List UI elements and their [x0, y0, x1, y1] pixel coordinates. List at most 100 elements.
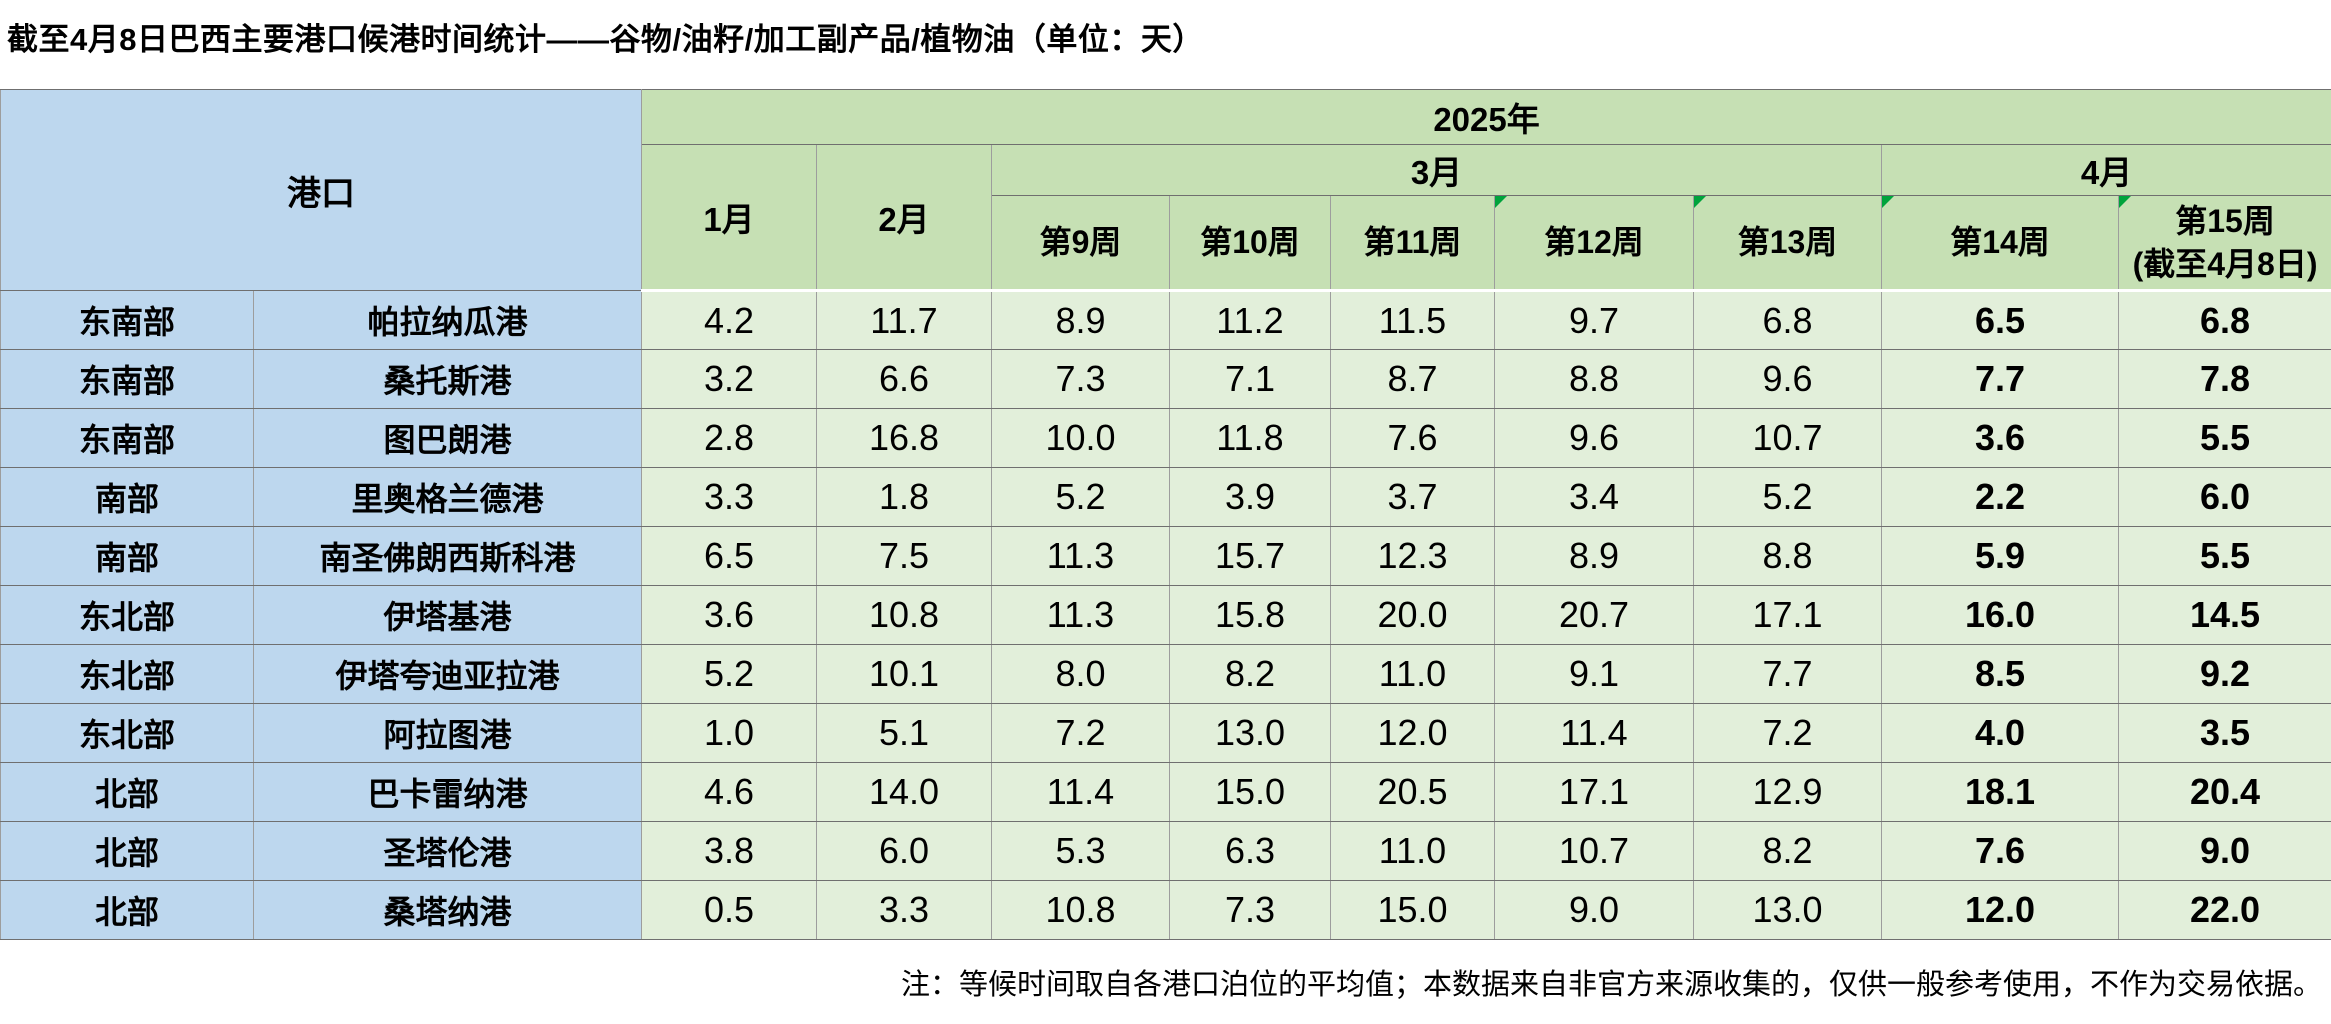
table-row: 东南部 桑托斯港 3.2 6.6 7.3 7.1 8.7 8.8 9.6 7.7 7.8: [0, 349, 2331, 409]
value-cell: 20.7: [1494, 585, 1694, 645]
value-cell: 12.0: [1881, 880, 2119, 940]
value-cell: 5.2: [991, 467, 1170, 527]
table-row: 东北部 伊塔基港 3.6 10.8 11.3 15.8 20.0 20.7 17.1 16.0 14…: [0, 585, 2331, 645]
region-cell: 南部: [0, 526, 254, 586]
region-cell: 北部: [0, 880, 254, 940]
value-cell: 3.4: [1494, 467, 1694, 527]
value-cell: 5.9: [1881, 526, 2119, 586]
header-week-9: 第9周: [991, 195, 1170, 292]
value-cell: 11.4: [991, 762, 1170, 822]
region-cell: 北部: [0, 762, 254, 822]
header-week-11: 第11周: [1330, 195, 1495, 292]
value-cell: 16.8: [816, 408, 992, 468]
value-cell: 6.8: [2117, 290, 2331, 350]
value-cell: 4.6: [641, 762, 817, 822]
table-row: 北部 圣塔伦港 3.8 6.0 5.3 6.3 11.0 10.7 8.2 7.6 9.0: [0, 821, 2331, 881]
value-cell: 15.0: [1330, 880, 1495, 940]
value-cell: 7.6: [1881, 821, 2119, 881]
week-header-label: 第14周: [1950, 224, 2050, 261]
value-cell: 9.6: [1494, 408, 1694, 468]
week-header-label: 第12周: [1544, 224, 1644, 261]
value-cell: 7.6: [1330, 408, 1495, 468]
table-row: 北部 巴卡雷纳港 4.6 14.0 11.4 15.0 20.5 17.1 12.9 18.1 20…: [0, 762, 2331, 822]
table-row: 东北部 阿拉图港 1.0 5.1 7.2 13.0 12.0 11.4 7.2 4.0 3.5: [0, 703, 2331, 763]
header-week-10: 第10周: [1169, 195, 1331, 292]
header-week-15: 第15周 (截至4月8日): [2117, 195, 2331, 292]
header-week-12: 第12周: [1494, 195, 1694, 292]
region-cell: 北部: [0, 821, 254, 881]
region-cell: 东南部: [0, 408, 254, 468]
value-cell: 7.2: [1693, 703, 1882, 763]
table-row: 北部 桑塔纳港 0.5 3.3 10.8 7.3 15.0 9.0 13.0 12.0 22.0: [0, 880, 2331, 940]
value-cell: 10.8: [991, 880, 1170, 940]
week-header-label: 第11周: [1363, 224, 1462, 261]
value-cell: 2.2: [1881, 467, 2119, 527]
value-cell: 8.9: [991, 290, 1170, 350]
value-cell: 0.5: [641, 880, 817, 940]
value-cell: 6.5: [641, 526, 817, 586]
value-cell: 3.6: [1881, 408, 2119, 468]
header-month-jan: 1月: [641, 144, 817, 292]
week-header-label: 第15周 (截至4月8日): [2132, 203, 2318, 282]
value-cell: 6.8: [1693, 290, 1882, 350]
footnote: 注：等候时间取自各港口泊位的平均值；本数据来自非官方来源收集的，仅供一般参考使用…: [900, 969, 2322, 1001]
value-cell: 5.2: [641, 644, 817, 704]
value-cell: 14.5: [2117, 585, 2331, 645]
value-cell: 4.0: [1881, 703, 2119, 763]
value-cell: 8.9: [1494, 526, 1694, 586]
value-cell: 3.7: [1330, 467, 1495, 527]
port-name-cell: 伊塔基港: [253, 585, 642, 645]
port-name-cell: 桑托斯港: [253, 349, 642, 409]
port-name-cell: 阿拉图港: [253, 703, 642, 763]
green-corner-flag-icon: [2119, 196, 2131, 208]
port-name-cell: 桑塔纳港: [253, 880, 642, 940]
region-cell: 东北部: [0, 644, 254, 704]
value-cell: 2.8: [641, 408, 817, 468]
value-cell: 7.3: [991, 349, 1170, 409]
value-cell: 6.5: [1881, 290, 2119, 350]
table-row: 东南部 图巴朗港 2.8 16.8 10.0 11.8 7.6 9.6 10.7 3.6 5.5: [0, 408, 2331, 468]
value-cell: 8.7: [1330, 349, 1495, 409]
value-cell: 5.2: [1693, 467, 1882, 527]
region-cell: 东南部: [0, 290, 254, 350]
value-cell: 11.5: [1330, 290, 1495, 350]
value-cell: 12.0: [1330, 703, 1495, 763]
value-cell: 6.3: [1169, 821, 1331, 881]
value-cell: 11.0: [1330, 821, 1495, 881]
value-cell: 9.0: [2117, 821, 2331, 881]
value-cell: 11.7: [816, 290, 992, 350]
value-cell: 11.3: [991, 526, 1170, 586]
value-cell: 7.7: [1881, 349, 2119, 409]
value-cell: 11.0: [1330, 644, 1495, 704]
value-cell: 8.8: [1693, 526, 1882, 586]
green-corner-flag-icon: [1694, 196, 1706, 208]
value-cell: 20.4: [2117, 762, 2331, 822]
value-cell: 8.2: [1169, 644, 1331, 704]
value-cell: 3.9: [1169, 467, 1331, 527]
value-cell: 9.1: [1494, 644, 1694, 704]
value-cell: 3.3: [641, 467, 817, 527]
value-cell: 5.5: [2117, 408, 2331, 468]
value-cell: 14.0: [816, 762, 992, 822]
value-cell: 9.6: [1693, 349, 1882, 409]
value-cell: 7.5: [816, 526, 992, 586]
header-week-13: 第13周: [1693, 195, 1882, 292]
region-cell: 东南部: [0, 349, 254, 409]
value-cell: 7.2: [991, 703, 1170, 763]
value-cell: 13.0: [1693, 880, 1882, 940]
green-corner-flag-icon: [1882, 196, 1894, 208]
header-month-mar: 3月: [991, 144, 1882, 196]
port-name-cell: 里奥格兰德港: [253, 467, 642, 527]
value-cell: 11.8: [1169, 408, 1331, 468]
port-name-cell: 帕拉纳瓜港: [253, 290, 642, 350]
week-header-label: 第10周: [1200, 224, 1300, 261]
value-cell: 5.1: [816, 703, 992, 763]
header-month-apr: 4月: [1880, 144, 2331, 196]
week-header-label: 第13周: [1737, 224, 1838, 261]
port-name-cell: 图巴朗港: [253, 408, 642, 468]
value-cell: 6.0: [2117, 467, 2331, 527]
value-cell: 15.7: [1169, 526, 1331, 586]
port-name-cell: 巴卡雷纳港: [253, 762, 642, 822]
value-cell: 4.2: [641, 290, 817, 350]
value-cell: 18.1: [1881, 762, 2119, 822]
